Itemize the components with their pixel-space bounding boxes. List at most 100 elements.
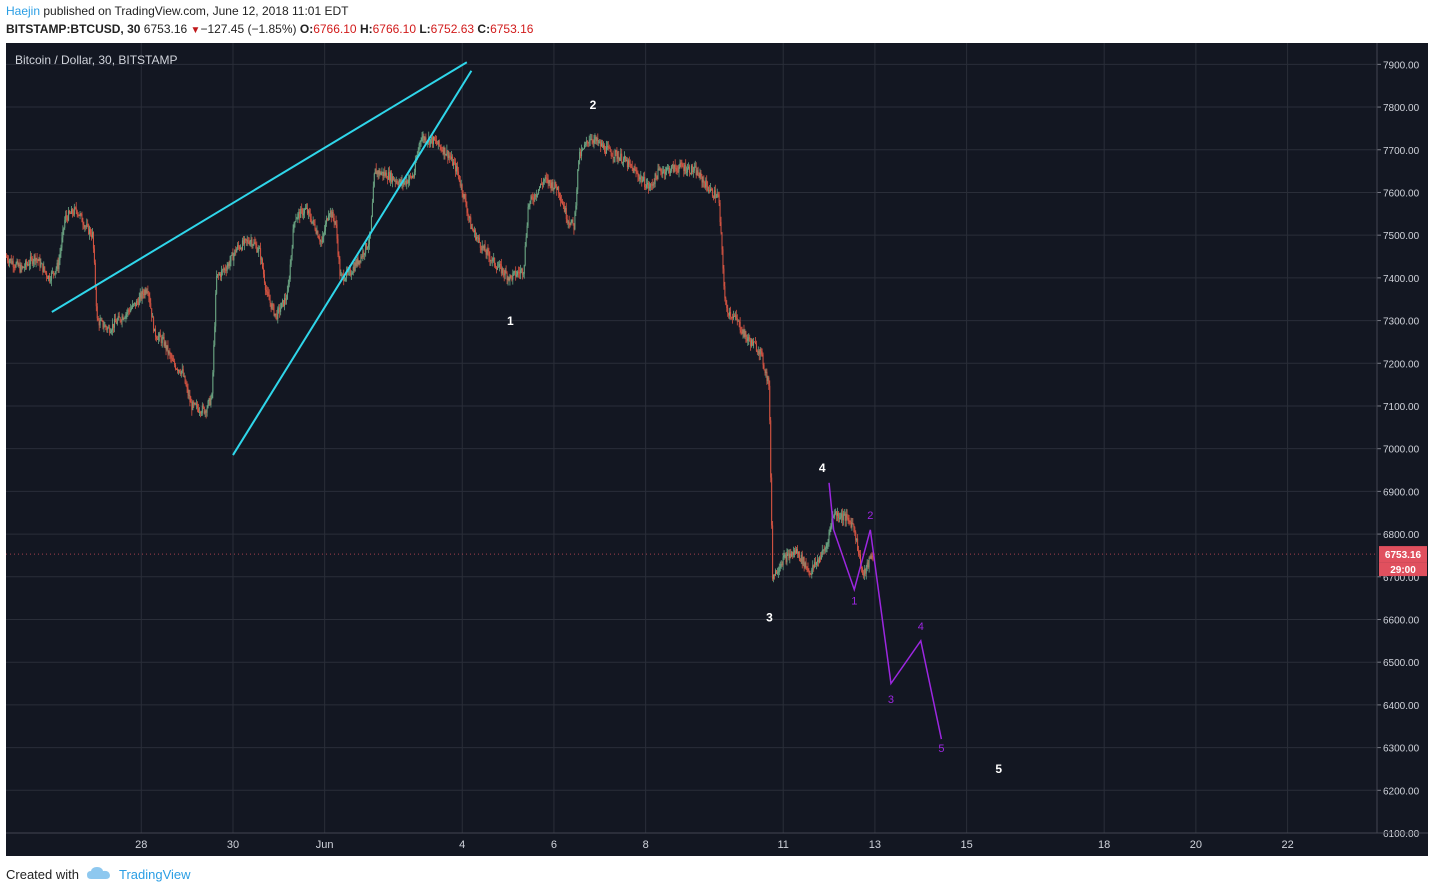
candle-body [745,331,747,338]
candle-body [115,322,117,324]
candle-body [796,549,798,554]
candle-body [816,562,818,565]
candle-body [391,176,393,182]
candle-body [276,314,278,320]
time-axis: 28 30 Jun 4 6 8 11 13 15 18 20 22 [135,839,1294,851]
candle-body [361,256,363,258]
candle-body [442,150,444,155]
candle-body [619,157,621,161]
candle-body [374,168,376,174]
candle-body [618,156,620,161]
y-tick-label: 7600.00 [1383,188,1420,199]
candle-body [476,237,478,238]
candle-body [187,387,189,396]
candle-body [808,570,810,572]
tradingview-link[interactable]: TradingView [118,867,191,882]
candle-body [720,222,722,233]
candle-body [453,162,455,166]
candle-body [339,258,341,276]
candle-body [730,311,732,317]
candle-body [861,568,863,574]
candle-body [265,289,267,292]
candle-body [260,248,262,260]
candle-body [859,554,861,555]
candle-body [179,372,181,375]
candle-body [10,258,12,264]
author-link[interactable]: Haejin [6,4,41,18]
candle-body [694,166,696,168]
candle-body [114,319,116,323]
candle-body [112,323,114,328]
candle-body [328,214,330,216]
candle-body [52,271,54,274]
candle-body [304,209,306,214]
y-tick-label: 7700.00 [1383,146,1420,157]
candle-body [456,166,458,172]
candle-body [557,186,559,191]
candle-body [377,171,379,175]
candle-body [11,261,13,264]
last-price-tag [1379,546,1427,563]
candle-body [250,239,252,242]
high-value: 6766.10 [372,22,416,36]
candle-body [64,220,66,228]
candle-body [565,208,567,220]
candle-body [752,339,754,346]
candle-body [702,179,704,183]
candle-body [479,242,481,248]
candle-body [737,320,739,322]
x-tick-label: 15 [960,839,972,851]
candle-body [321,240,323,243]
candle-body [240,248,242,249]
candle-body [379,170,381,175]
candle-body [586,140,588,143]
candle-body [734,315,736,317]
last-price: 6753.16 [143,22,188,36]
x-tick-label: 8 [643,839,649,851]
candle-body [835,511,837,514]
candle-body [845,514,847,521]
candle-body [516,274,518,277]
open-label: O: [299,22,314,36]
candle-body [97,318,99,321]
candle-body [740,330,742,333]
candle-body [93,248,95,263]
candle-body [592,141,594,143]
candle-body [120,320,122,322]
candle-body [713,190,715,199]
candle-body [31,257,33,264]
candle-body [622,162,624,164]
candle-body [869,557,871,559]
candle-body [582,148,584,150]
candle-body [612,155,614,158]
candle-body [570,221,572,226]
candle-body [152,316,154,318]
candle-body [365,243,367,254]
candle-body [405,180,407,185]
projection-label: 1 [851,596,857,608]
candle-body [56,262,58,269]
candle-body [330,210,332,218]
candle-body [770,420,772,478]
candle-body [27,264,29,266]
candle-body [389,172,391,181]
candle-body [701,175,703,183]
candle-body [847,517,849,519]
candle-body [271,304,273,309]
candle-body [532,197,534,200]
candle-body [815,562,817,565]
candle-body [851,523,853,528]
candle-body [732,316,734,319]
candle-body [232,253,234,261]
candle-body [313,219,315,225]
candle-body [468,214,470,218]
candle-body [711,188,713,197]
candle-body [258,248,260,252]
candle-body [289,264,291,280]
candle-body [767,377,769,381]
candle-body [458,175,460,182]
candle-body [301,208,303,210]
candle-body [135,301,137,307]
candle-body [131,307,133,310]
